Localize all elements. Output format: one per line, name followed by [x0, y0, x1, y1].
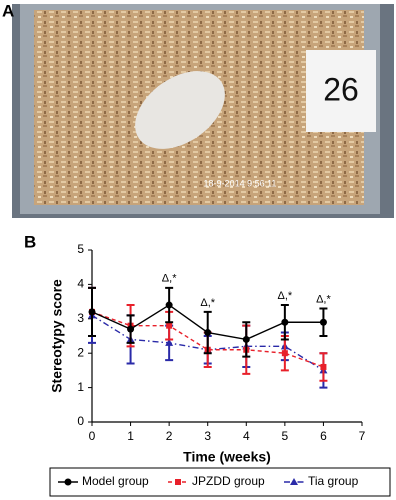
legend-label: Model group [82, 474, 149, 488]
annotation: Δ,* [316, 293, 331, 305]
legend-label: Tia group [308, 474, 359, 488]
marker [281, 318, 289, 326]
y-tick-label: 5 [77, 242, 84, 256]
x-tick-label: 6 [320, 429, 327, 443]
legend-label: JPZDD group [192, 474, 265, 488]
x-tick-label: 0 [89, 429, 96, 443]
legend-marker [64, 478, 72, 486]
marker [165, 301, 173, 309]
marker [320, 363, 327, 370]
y-tick-label: 4 [77, 277, 84, 291]
annotation: Δ,* [278, 290, 293, 302]
marker [242, 335, 250, 343]
legend-marker [175, 479, 181, 485]
marker [319, 318, 327, 326]
x-tick-label: 7 [359, 429, 366, 443]
annotation: Δ,* [162, 273, 177, 285]
marker [127, 325, 135, 333]
panel-label: B [24, 232, 36, 251]
x-axis-title: Time (weeks) [183, 449, 271, 465]
x-tick-label: 3 [204, 429, 211, 443]
panel-label: A [2, 1, 14, 20]
timestamp: 18-9-2014 9:56:11 [204, 178, 277, 188]
marker [88, 308, 96, 316]
mouse [135, 71, 225, 149]
marker [165, 338, 174, 346]
card-number: 26 [323, 71, 359, 107]
y-tick-label: 0 [77, 414, 84, 428]
y-axis-title: Stereotypy score [49, 279, 65, 393]
legend-box [49, 467, 391, 497]
y-tick-label: 2 [77, 345, 84, 359]
marker [204, 329, 212, 337]
x-tick-label: 2 [166, 429, 173, 443]
x-tick-label: 4 [243, 429, 250, 443]
annotation: Δ,* [200, 297, 215, 309]
legend-marker [290, 478, 298, 485]
x-tick-label: 1 [127, 429, 134, 443]
y-tick-label: 3 [77, 311, 84, 325]
x-tick-label: 5 [282, 429, 289, 443]
y-tick-label: 1 [77, 380, 84, 394]
marker [281, 350, 288, 357]
card [306, 50, 376, 132]
photo: 26 18-9-2014 9:56:11 [12, 4, 394, 218]
marker [166, 322, 173, 329]
